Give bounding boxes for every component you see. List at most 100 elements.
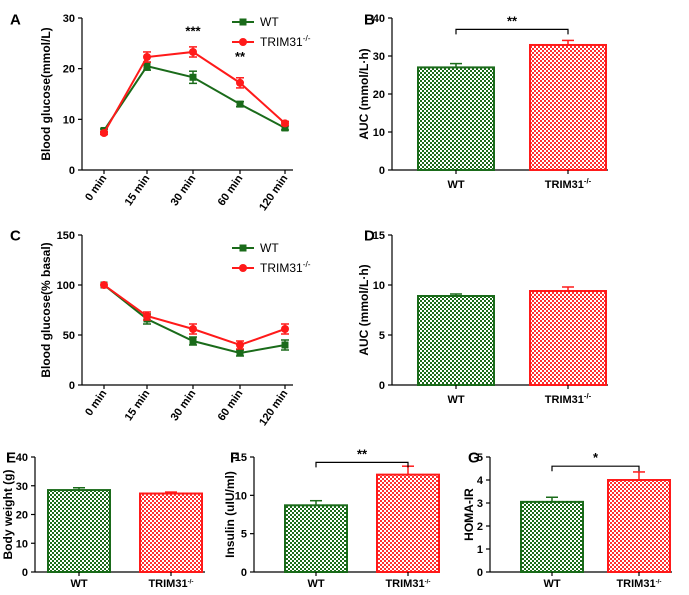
data-point-trim31: [189, 325, 197, 333]
x-tick-label: 120 min: [257, 388, 290, 429]
bar-wt: [417, 66, 495, 171]
significance-label: ***: [185, 24, 201, 39]
y-tick-label: 15: [373, 230, 385, 242]
x-category-label: TRIM31-/-: [545, 392, 592, 406]
legend-label: TRIM31-/-: [260, 33, 311, 49]
y-tick-label: 30: [16, 481, 28, 493]
significance-label: **: [235, 49, 246, 64]
bar-wt: [47, 489, 111, 573]
y-tick-label: 5: [477, 452, 483, 464]
legend-label: WT: [260, 15, 279, 29]
significance-bracket: [455, 28, 569, 35]
y-tick-label: 0: [69, 165, 75, 177]
y-tick-label: 1: [477, 544, 483, 556]
bar-trim31: [529, 290, 607, 386]
data-point-wt: [189, 73, 197, 81]
panel-b-bar-chart: 0 10 20 30 40 AUC (mmol/L·h) B WT TRIM31-/- **: [357, 11, 608, 191]
x-tick-label: 120 min: [257, 173, 290, 214]
data-point-trim31: [100, 129, 108, 138]
y-tick-label: 0: [241, 567, 247, 579]
y-tick-label: 30: [373, 51, 385, 63]
y-tick-label: 5: [379, 330, 385, 342]
y-tick-label: 30: [63, 13, 75, 25]
x-category-label: TRIM31-/-: [385, 578, 430, 590]
series-line-trim31: [103, 50, 286, 134]
x-tick-label: 15 min: [123, 173, 153, 209]
bar-trim31: [139, 492, 203, 574]
legend-label: TRIM31-/-: [260, 259, 311, 275]
y-tick-label: 0: [379, 165, 385, 177]
data-point-trim31: [281, 325, 289, 333]
significance-label: **: [357, 446, 368, 461]
y-axis-title: HOMA-IR: [462, 488, 476, 541]
x-category-label: WT: [70, 578, 87, 590]
y-axis-title: AUC (mmol/L·h): [357, 264, 371, 355]
panel-letter: A: [10, 11, 21, 28]
y-tick-label: 0: [69, 380, 75, 392]
panel-g-bar-chart: 0 1 2 3 4 5 HOMA-IR G WT TRIM31-/- *: [462, 449, 672, 590]
y-tick-label: 40: [16, 452, 28, 464]
y-axis-title: AUC (mmol/L·h): [357, 48, 371, 139]
y-tick-label: 0: [379, 380, 385, 392]
x-category-label: WT: [447, 394, 464, 406]
y-axis-title: Blood glucose(% basal): [39, 242, 53, 377]
y-tick-label: 150: [57, 230, 75, 242]
legend-marker-wt: [239, 18, 247, 26]
bar-wt: [417, 295, 495, 386]
y-tick-label: 5: [241, 529, 247, 541]
x-tick-label: 30 min: [169, 173, 199, 209]
series-line-trim31: [103, 284, 286, 347]
panel-letter: B: [364, 11, 375, 28]
panel-d-bar-chart: 0 5 10 15 AUC (mmol/L·h) D WT TRIM31-/-: [357, 227, 608, 406]
data-point-wt: [236, 349, 244, 357]
data-point-trim31: [189, 47, 197, 56]
y-tick-label: 20: [16, 510, 28, 522]
x-tick-label: 0 min: [83, 388, 109, 419]
x-category-label: WT: [543, 578, 560, 590]
y-tick-label: 10: [373, 280, 385, 292]
y-tick-label: 40: [373, 13, 385, 25]
y-tick-label: 0: [477, 567, 483, 579]
data-point-trim31: [281, 119, 289, 128]
data-point-wt: [281, 124, 289, 132]
data-point-wt: [236, 100, 244, 108]
panel-letter: G: [468, 449, 480, 466]
data-point-wt: [189, 337, 197, 345]
data-point-wt: [143, 62, 151, 70]
data-point-wt: [281, 341, 289, 349]
y-tick-label: 10: [235, 490, 247, 502]
x-category-label: TRIM31-/-: [545, 177, 592, 191]
y-tick-label: 3: [477, 498, 483, 510]
y-tick-label: 2: [477, 521, 483, 533]
y-tick-label: 10: [373, 127, 385, 139]
data-point-trim31: [236, 78, 244, 87]
data-point-trim31: [143, 312, 151, 320]
y-tick-label: 0: [22, 567, 28, 579]
significance-bracket: [315, 461, 409, 468]
x-category-label: WT: [447, 179, 464, 191]
bar-trim31: [607, 479, 671, 573]
legend-label: WT: [260, 241, 279, 255]
legend-marker-wt: [239, 244, 247, 252]
panel-letter: D: [364, 227, 375, 244]
y-tick-label: 15: [235, 452, 247, 464]
panel-a-line-chart: 0 10 20 30 Blood glucose(mmol/L) A 0 min 15 min…: [10, 11, 311, 213]
x-tick-label: 60 min: [216, 173, 246, 209]
bar-wt: [520, 500, 584, 574]
bar-trim31: [529, 43, 607, 171]
y-tick-label: 10: [16, 538, 28, 550]
y-tick-label: 20: [373, 89, 385, 101]
data-point-trim31: [100, 281, 108, 289]
x-tick-label: 30 min: [169, 388, 199, 424]
y-tick-label: 100: [57, 280, 75, 292]
x-tick-label: 15 min: [123, 388, 153, 424]
x-tick-label: 60 min: [216, 388, 246, 424]
panel-f-bar-chart: 0 5 10 15 Insulin (uIU/ml) F WT TRIM31-/- **: [223, 446, 440, 590]
y-tick-label: 10: [63, 114, 75, 126]
y-axis-title: Insulin (uIU/ml): [223, 471, 237, 558]
x-category-label: TRIM31-/-: [148, 578, 193, 590]
significance-label: *: [593, 450, 599, 465]
bar-trim31: [376, 473, 440, 573]
